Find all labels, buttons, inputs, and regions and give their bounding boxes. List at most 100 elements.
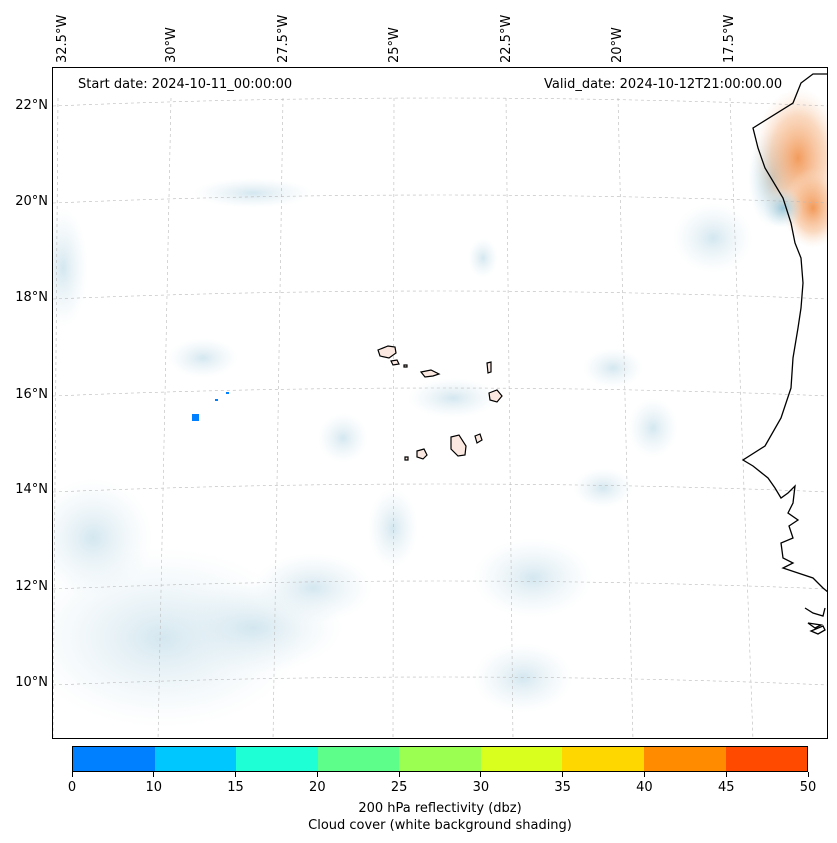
colorbar-tick-label: 15 bbox=[227, 780, 244, 795]
lon-label-27-5w: 27.5°W bbox=[276, 14, 291, 63]
reflectivity-blob bbox=[783, 168, 827, 248]
african-coastline bbox=[741, 73, 827, 635]
colorbar-tick-label: 40 bbox=[636, 780, 653, 795]
colorbar-segment bbox=[480, 747, 563, 771]
gridline-lon bbox=[505, 97, 514, 738]
map-panel[interactable] bbox=[52, 67, 828, 739]
gridline-lon bbox=[157, 97, 172, 738]
colorbar-tick-mark bbox=[807, 772, 809, 777]
lat-label-18n: 18°N bbox=[15, 290, 48, 305]
cloud-patch bbox=[318, 413, 368, 463]
colorbar-tick-label: 20 bbox=[309, 780, 326, 795]
cloud-patch bbox=[53, 478, 153, 598]
colorbar-segment bbox=[725, 747, 808, 771]
cloud-patch bbox=[473, 538, 593, 618]
reflectivity-high-region bbox=[753, 88, 827, 248]
colorbar-tick-mark bbox=[71, 772, 73, 777]
colorbar-tick-label: 0 bbox=[67, 780, 77, 795]
map-canvas bbox=[53, 73, 827, 738]
start-date-label: Start date: 2024-10-11_00:00:00 bbox=[72, 76, 299, 93]
colorbar bbox=[72, 746, 808, 772]
gridline-lat bbox=[53, 97, 827, 107]
lon-label-30w: 30°W bbox=[164, 27, 179, 63]
island-brava bbox=[404, 456, 409, 461]
island-fogo bbox=[416, 448, 428, 460]
lat-label-20n: 20°N bbox=[15, 194, 48, 209]
cloud-patch bbox=[193, 178, 313, 208]
colorbar-tick-mark bbox=[153, 772, 155, 777]
gridline-lat bbox=[53, 580, 827, 590]
island-maio bbox=[474, 433, 483, 444]
lat-label-16n: 16°N bbox=[15, 387, 48, 402]
valid-date-label: Valid_date: 2024-10-12T21:00:00.00 bbox=[538, 76, 789, 93]
lat-label-22n: 22°N bbox=[15, 98, 48, 113]
colorbar-tick-label: 30 bbox=[472, 780, 490, 795]
cloud-patch bbox=[573, 468, 633, 508]
island-santo-antao bbox=[377, 345, 397, 359]
cloud-patch bbox=[408, 378, 498, 418]
gridline-lon bbox=[729, 97, 754, 738]
coastline-mauritania-senegal bbox=[741, 73, 827, 593]
lon-label-22-5w: 22.5°W bbox=[499, 14, 514, 63]
gridline-lat bbox=[53, 194, 827, 204]
gridlines bbox=[53, 97, 827, 738]
lat-label-10n: 10°N bbox=[15, 675, 48, 690]
colorbar-segment bbox=[73, 747, 155, 771]
reflectivity-patch bbox=[215, 399, 218, 401]
cloud-patch bbox=[583, 348, 643, 388]
colorbar-tick-mark bbox=[480, 772, 482, 777]
colorbar-tick-mark bbox=[562, 772, 564, 777]
cloud-patch bbox=[368, 488, 418, 568]
lat-label-12n: 12°N bbox=[15, 579, 48, 594]
island-santa-luzia bbox=[403, 364, 408, 368]
colorbar-segment bbox=[154, 747, 237, 771]
colorbar-tick-mark bbox=[643, 772, 645, 777]
lon-label-20w: 20°W bbox=[610, 27, 625, 63]
colorbar-segment bbox=[236, 747, 318, 771]
reflectivity-patches bbox=[192, 392, 229, 421]
reflectivity-patch bbox=[192, 414, 199, 421]
colorbar-segment bbox=[562, 747, 644, 771]
colorbar-tick-label: 45 bbox=[717, 780, 735, 795]
colorbar-title-cloud-cover: Cloud cover (white background shading) bbox=[308, 818, 572, 833]
cloud-patch bbox=[468, 238, 498, 278]
island-boa-vista bbox=[488, 389, 503, 403]
island-sal bbox=[486, 361, 492, 374]
cloud-patch bbox=[473, 643, 573, 713]
cloud-patch bbox=[53, 208, 88, 328]
island-santiago bbox=[450, 434, 467, 457]
gridline-lon bbox=[392, 97, 395, 738]
colorbar-segment bbox=[643, 747, 726, 771]
colorbar-tick-label: 25 bbox=[390, 780, 408, 795]
cape-verde-islands bbox=[377, 345, 503, 461]
gridline-lat bbox=[53, 676, 827, 686]
cloud-cover-layer bbox=[53, 128, 798, 728]
cloud-patch bbox=[253, 553, 373, 623]
cloud-patch bbox=[168, 338, 238, 378]
reflectivity-patch bbox=[226, 392, 229, 394]
colorbar-tick-mark bbox=[725, 772, 727, 777]
colorbar-segment bbox=[317, 747, 400, 771]
reflectivity-blob bbox=[763, 188, 803, 228]
colorbar-segment bbox=[399, 747, 481, 771]
cloud-patch bbox=[673, 203, 753, 273]
colorbar-tick-label: 35 bbox=[554, 780, 571, 795]
island-sao-nicolau bbox=[419, 369, 441, 378]
colorbar-tick-mark bbox=[398, 772, 400, 777]
colorbar-tick-label: 10 bbox=[145, 780, 163, 795]
gridline-lon bbox=[272, 97, 284, 738]
gridline-lat bbox=[53, 483, 827, 493]
coastline-guinea-bissau bbox=[804, 607, 826, 635]
gridline-lon bbox=[617, 97, 634, 738]
colorbar-tick-label: 50 bbox=[799, 780, 817, 795]
colorbar-tick-mark bbox=[316, 772, 318, 777]
lon-label-17-5w: 17.5°W bbox=[722, 14, 737, 63]
colorbar-tick-mark bbox=[235, 772, 237, 777]
lon-label-25w: 25°W bbox=[387, 27, 402, 63]
lat-label-14n: 14°N bbox=[15, 482, 48, 497]
gridline-lat bbox=[53, 290, 827, 300]
cloud-patch bbox=[628, 398, 678, 458]
colorbar-title-reflectivity: 200 hPa reflectivity (dbz) bbox=[358, 801, 522, 816]
lon-label-32-5w: 32.5°W bbox=[55, 14, 70, 63]
gridline-lon bbox=[53, 97, 59, 738]
